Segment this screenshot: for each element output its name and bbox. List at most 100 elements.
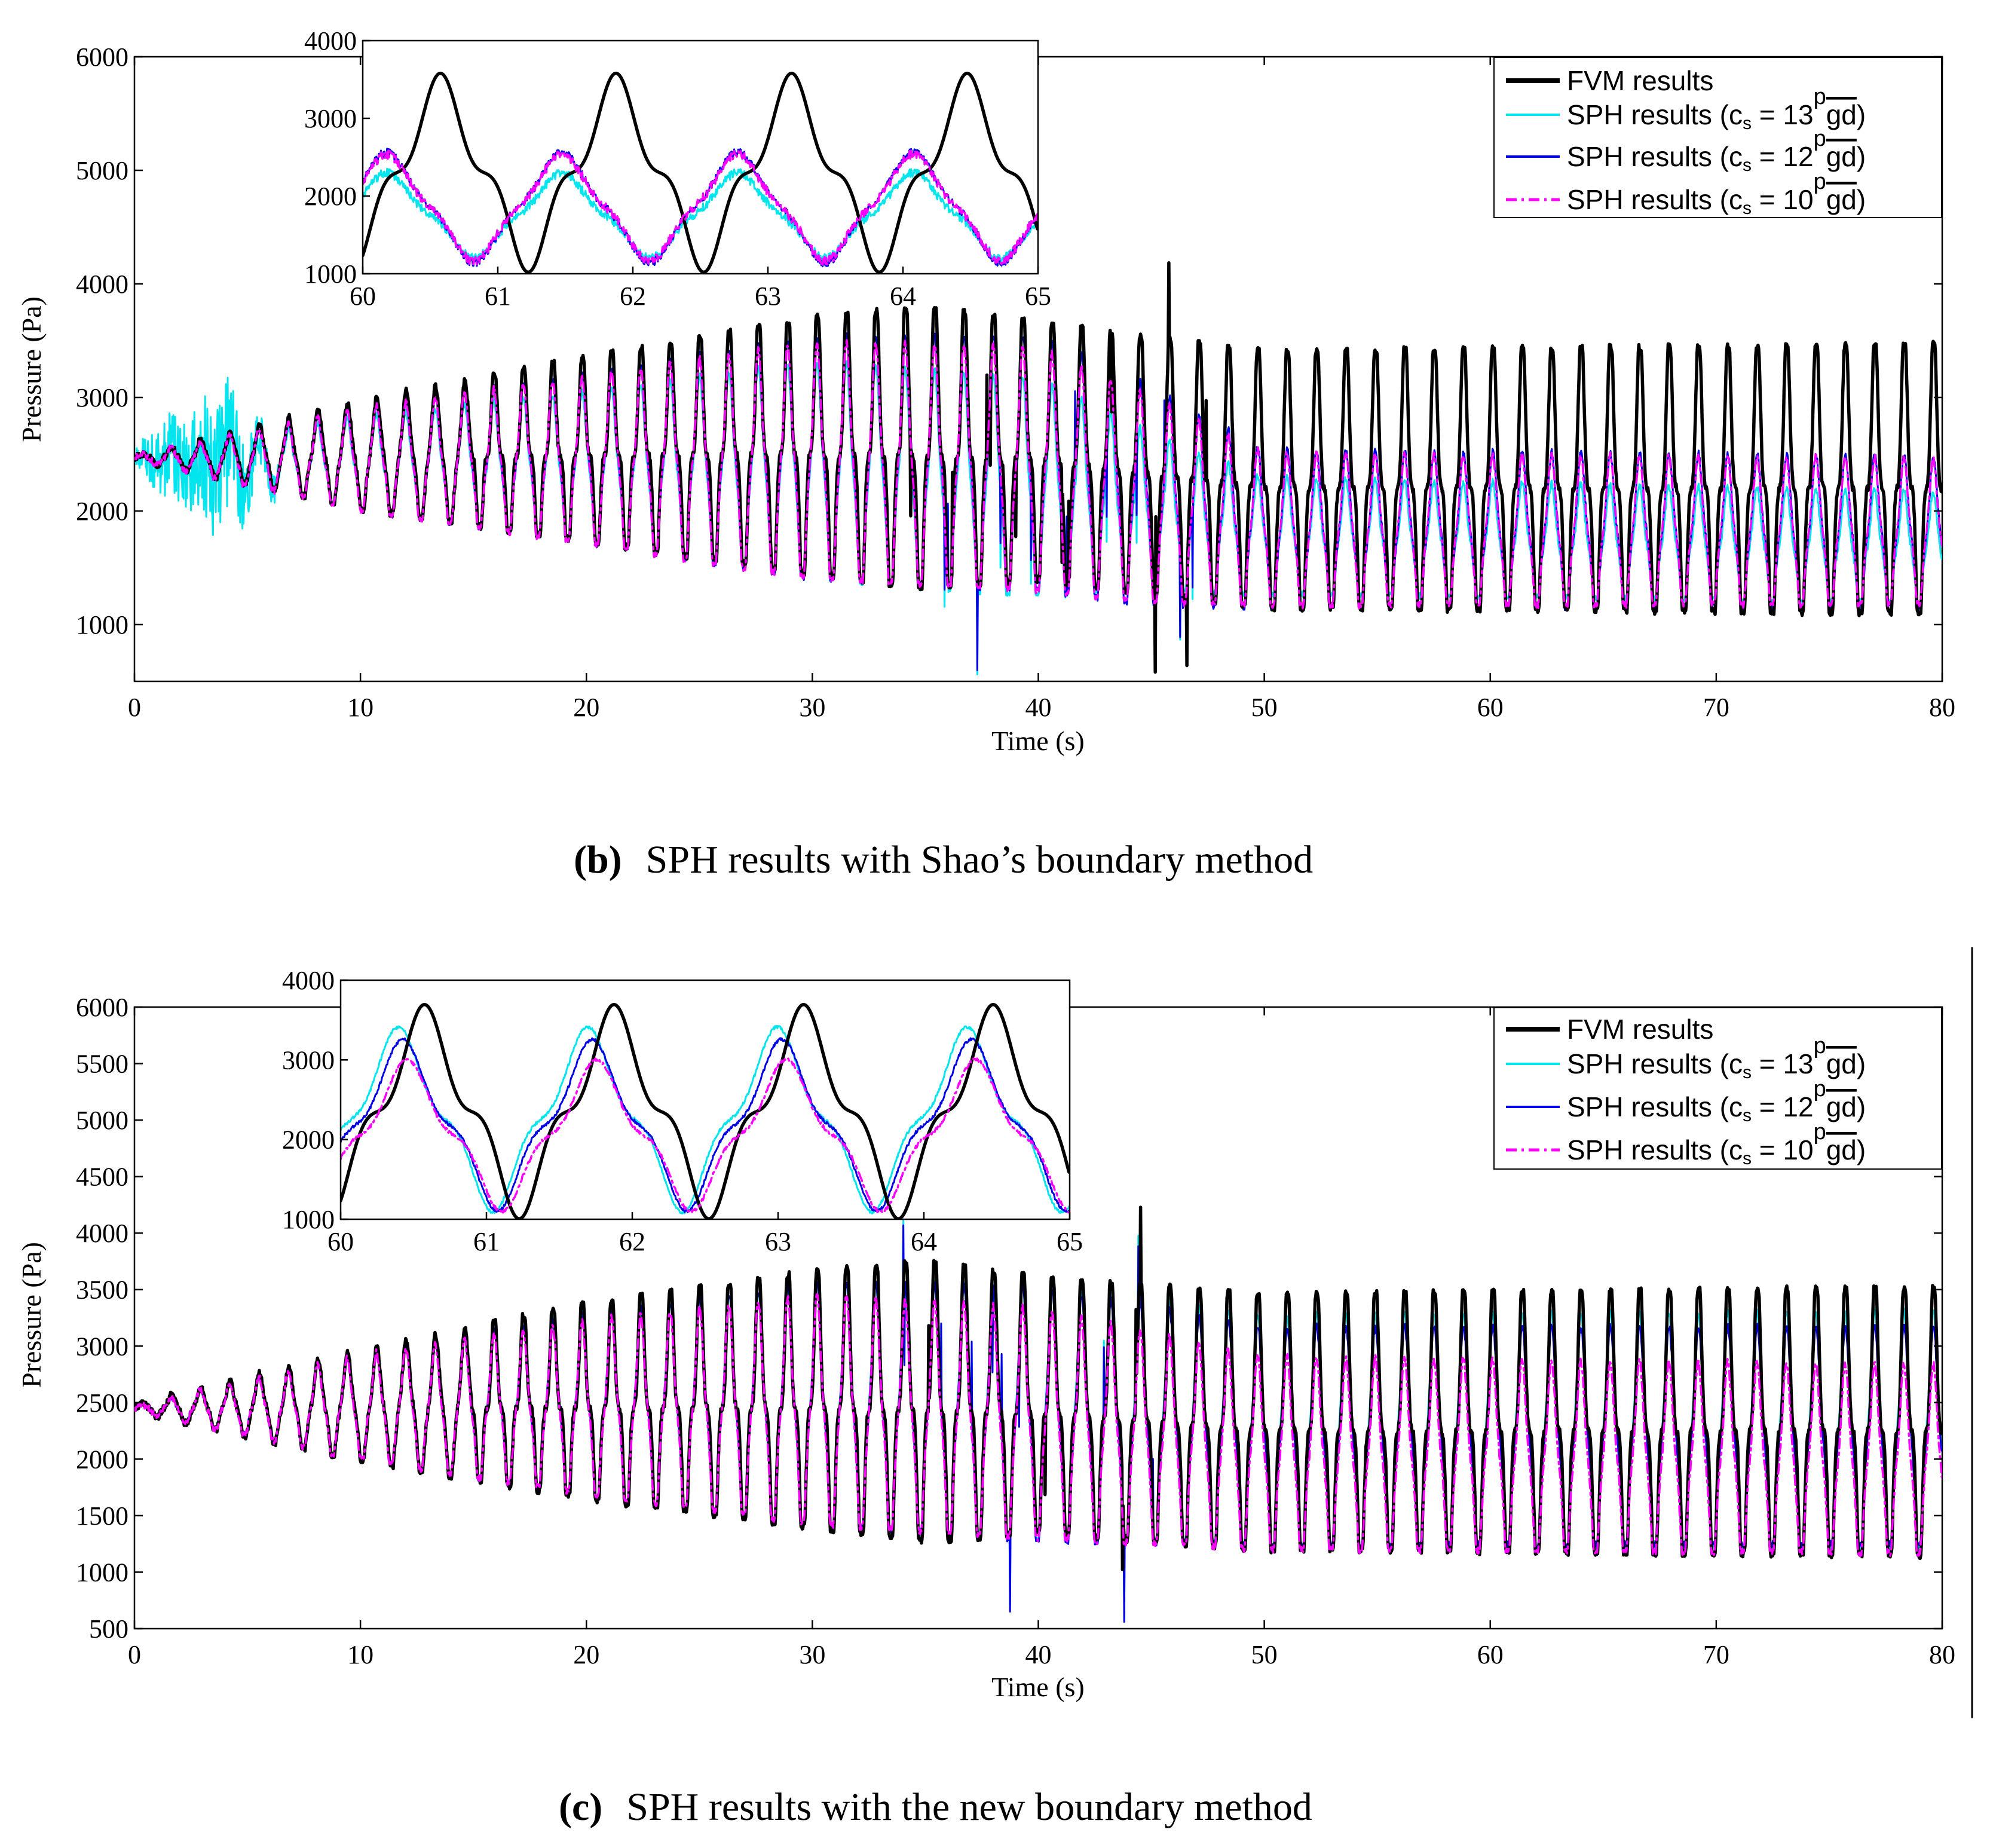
panel-c-xtick-label: 10: [347, 1640, 373, 1669]
panel-c-chart: 0 10 20 30 40 50 60 70 80 500 1000 1500 2000 2500 3000…: [16, 947, 1973, 1718]
panel-b-inset-frame: [362, 39, 1039, 275]
panel-b-ytick-label: 4000: [76, 270, 128, 299]
panel-c-ytick-label: 5500: [76, 1050, 128, 1079]
panel-b-legend: FVM results SPH results (cs = 13pgd) SPH…: [1493, 57, 1942, 218]
panel-c-legend-label-fvm: FVM results: [1567, 1014, 1713, 1045]
panel-c-series-fvm: [134, 1206, 1942, 1571]
panel-b-inset-xtick-label: 60: [350, 282, 376, 311]
panel-b-ytick-label: 3000: [76, 383, 128, 412]
panel-c-series-sph12: [134, 1224, 1942, 1623]
panel-b-xtick-label: 60: [1477, 693, 1504, 722]
caption-b: (b) SPH results with Shao’s boundary meth…: [574, 838, 1313, 882]
panel-b-inset-axes-group: 60 61 62 63 64 65 1000 2000 3000 4000: [304, 26, 1051, 311]
panel-b-ytick-label: 5000: [76, 156, 128, 185]
panel-c-ytick-label: 1000: [76, 1558, 128, 1587]
panel-c-series-sph13: [134, 1219, 1942, 1621]
panel-c-inset-ytick-label: 4000: [282, 966, 335, 995]
panel-b-series-sph13: [134, 360, 1942, 675]
panel-c-xtick-label: 50: [1251, 1640, 1278, 1669]
panel-b-legend-box: [1493, 57, 1942, 218]
panel-c-xlabel: Time (s): [991, 1672, 1085, 1702]
panel-b-chart: 0 10 20 30 40 50 60 70 80 1000 2000 3000 4000 5000 600…: [16, 26, 1955, 756]
panel-c-ytick-label: 4000: [76, 1219, 128, 1248]
panel-c-xtick-label: 0: [128, 1640, 141, 1669]
panel-b-xtick-label: 80: [1929, 693, 1955, 722]
panel-b-inset-series-group: [363, 71, 1038, 274]
panel-b-series-fvm: [134, 261, 1942, 674]
panel-c-xtick-label: 30: [799, 1640, 825, 1669]
panel-c-legend-label-sph12: SPH results (cs = 12pgd): [1567, 1076, 1866, 1125]
panel-c-ytick-label: 3000: [76, 1332, 128, 1361]
panel-c-series-sph10: [134, 1293, 1942, 1558]
panel-c-legend-label-sph10: SPH results (cs = 10pgd): [1567, 1119, 1866, 1168]
panel-c-xtick-label: 40: [1025, 1640, 1052, 1669]
caption-b-text: SPH results with Shao’s boundary method: [646, 838, 1314, 882]
panel-b-inset-series-sph10: [363, 149, 1038, 266]
panel-c-ytick-label: 5000: [76, 1106, 128, 1135]
panel-c-ytick-label: 1500: [76, 1501, 128, 1531]
panel-b-xtick-label: 70: [1703, 693, 1729, 722]
panel-b-inset-xtick-label: 62: [620, 282, 646, 311]
panel-b-xtick-label: 0: [128, 693, 141, 722]
panel-c-inset-xtick-label: 60: [327, 1227, 354, 1256]
panel-c-legend: FVM results SPH results (cs = 13pgd) SPH…: [1493, 1007, 1942, 1170]
panel-b-xtick-label: 30: [799, 693, 825, 722]
panel-c-inset-frame: [339, 979, 1071, 1220]
panel-b-legend-label-fvm: FVM results: [1567, 65, 1713, 96]
panel-c-ytick-label: 2000: [76, 1445, 128, 1474]
panel-b-legend-label-sph12: SPH results (cs = 12pgd): [1567, 126, 1866, 175]
panel-c-ytick-label: 3500: [76, 1275, 128, 1305]
panel-b-axes-group: 0 10 20 30 40 50 60 70 80 1000 2000 3000 4000 5000 600…: [76, 42, 1955, 722]
panel-c-xtick-label: 70: [1703, 1640, 1729, 1669]
panel-c-inset-xtick-label: 64: [911, 1227, 937, 1256]
panel-b-inset-ytick-label: 1000: [304, 259, 357, 289]
panel-c-inset-ytick-label: 3000: [282, 1045, 335, 1075]
panel-b-legend-label-sph13: SPH results (cs = 13pgd): [1567, 84, 1866, 133]
panel-c-xtick-label: 80: [1929, 1640, 1955, 1669]
panel-c-inset-series-sph12: [341, 1037, 1070, 1213]
panel-c-series-group: [134, 1206, 1942, 1623]
panel-b-inset-xtick-label: 65: [1025, 282, 1051, 311]
caption-c-label: (c): [559, 1785, 602, 1829]
panel-c-inset-series-group: [341, 1003, 1070, 1219]
panel-c-inset-ytick-label: 1000: [282, 1205, 335, 1234]
panel-b-xtick-label: 50: [1251, 693, 1278, 722]
panel-c-inset-ytick-label: 2000: [282, 1125, 335, 1155]
panel-c-inset-xtick-label: 61: [473, 1227, 500, 1256]
panel-b-legend-label-sph10: SPH results (cs = 10pgd): [1567, 169, 1866, 218]
caption-c-text: SPH results with the new boundary method: [626, 1785, 1312, 1829]
panel-c-ytick-label: 4500: [76, 1162, 128, 1192]
panel-b-ytick-label: 1000: [76, 610, 128, 640]
panel-c-xtick-label: 60: [1477, 1640, 1504, 1669]
panel-b-ylabel: Pressure (Pa): [16, 296, 47, 442]
panel-b-xlabel: Time (s): [991, 726, 1085, 756]
panel-c-inset-axes-group: 60 61 62 63 64 65 1000 2000 3000 4000: [282, 966, 1083, 1256]
panel-b-ytick-label: 6000: [76, 42, 128, 72]
panel-b-inset-ytick-label: 2000: [304, 182, 357, 211]
panel-c-inset-xtick-label: 62: [619, 1227, 645, 1256]
panel-b-inset-series-fvm: [363, 71, 1038, 274]
panel-c-legend-box: [1493, 1007, 1942, 1170]
panel-b-series-sph10: [134, 339, 1942, 610]
panel-c-inset: 60 61 62 63 64 65 1000 2000 3000 4000: [282, 966, 1083, 1256]
panel-b-inset-xtick-label: 61: [485, 282, 511, 311]
panel-b-inset: 60 61 62 63 64 65 1000 2000 3000 4000: [304, 26, 1051, 311]
caption-c: (c) SPH results with the new boundary met…: [559, 1785, 1312, 1829]
panel-b-inset-ytick-label: 3000: [304, 104, 357, 133]
panel-c-inset-xtick-label: 63: [765, 1227, 791, 1256]
panel-c-legend-label-sph13: SPH results (cs = 13pgd): [1567, 1033, 1866, 1082]
panel-c-ytick-label: 6000: [76, 993, 128, 1022]
panel-c-ytick-label: 500: [89, 1614, 128, 1644]
panel-c-inset-xtick-label: 65: [1057, 1227, 1083, 1256]
caption-b-label: (b): [574, 838, 622, 882]
panel-c-xtick-label: 20: [573, 1640, 599, 1669]
panel-c-ytick-label: 2500: [76, 1388, 128, 1418]
panel-b-inset-ytick-label: 4000: [304, 26, 357, 56]
panel-b-inset-background: [363, 41, 1038, 274]
panel-b-xtick-label: 20: [573, 693, 599, 722]
panel-c-inset-series-sph10: [341, 1057, 1070, 1214]
panel-b-inset-xtick-label: 64: [890, 282, 916, 311]
panel-b-inset-series-sph13: [363, 167, 1038, 263]
panel-c-ylabel: Pressure (Pa): [16, 1242, 47, 1388]
